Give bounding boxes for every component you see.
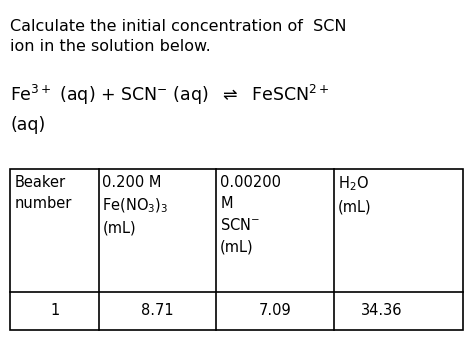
- Text: 34.36: 34.36: [361, 303, 402, 318]
- Text: ion in the solution below.: ion in the solution below.: [10, 39, 211, 54]
- Text: 7.09: 7.09: [259, 303, 292, 318]
- Text: 1: 1: [50, 303, 59, 318]
- Text: Fe$^{3+}$ (aq) + SCN$^{-}$ (aq)  $\rightleftharpoons$  FeSCN$^{2+}$: Fe$^{3+}$ (aq) + SCN$^{-}$ (aq) $\rightl…: [10, 83, 330, 107]
- Text: 8.71: 8.71: [141, 303, 174, 318]
- Text: (aq): (aq): [10, 116, 46, 134]
- Text: Beaker
number: Beaker number: [14, 175, 72, 211]
- Text: 0.00200
M
SCN$^{-}$
(mL): 0.00200 M SCN$^{-}$ (mL): [220, 175, 281, 254]
- Bar: [10, 168, 463, 330]
- Text: Calculate the initial concentration of  SCN: Calculate the initial concentration of S…: [10, 19, 347, 34]
- Text: 0.200 M
Fe(NO$_3$)$_3$
(mL): 0.200 M Fe(NO$_3$)$_3$ (mL): [102, 175, 169, 236]
- Text: H$_2$O
(mL): H$_2$O (mL): [338, 175, 372, 214]
